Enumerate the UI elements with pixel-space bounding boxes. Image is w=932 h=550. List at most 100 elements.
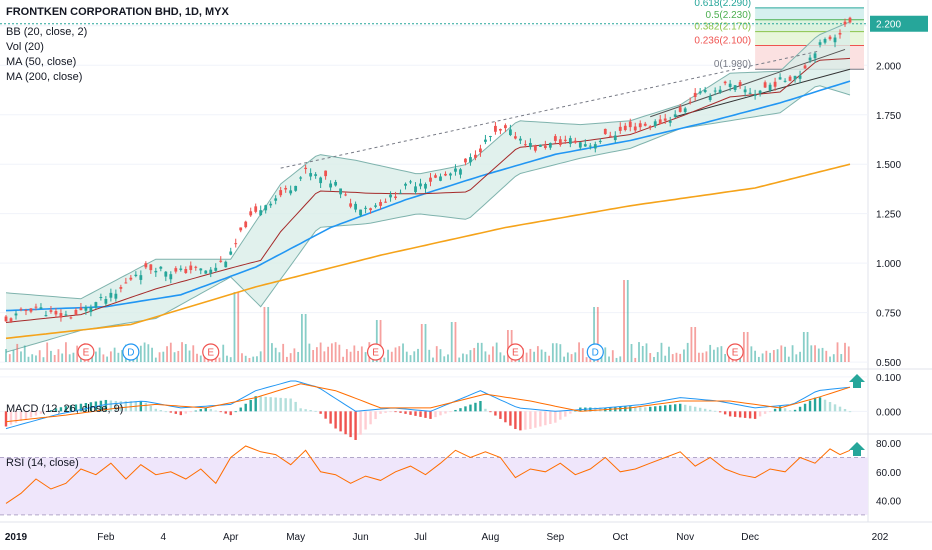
candle-body[interactable] xyxy=(114,293,118,299)
candle-body[interactable] xyxy=(673,114,677,117)
candle-body[interactable] xyxy=(798,75,802,79)
indicator-ma50-label[interactable]: MA (50, close) xyxy=(6,56,77,68)
candle-body[interactable] xyxy=(134,274,138,277)
candle-body[interactable] xyxy=(548,142,552,148)
earnings-marker[interactable] xyxy=(506,343,524,361)
candle-body[interactable] xyxy=(179,268,183,270)
candle-body[interactable] xyxy=(808,57,812,61)
candle-body[interactable] xyxy=(633,126,637,131)
candle-body[interactable] xyxy=(474,154,477,158)
candle-body[interactable] xyxy=(44,315,48,317)
candle-body[interactable] xyxy=(149,264,153,271)
candle-body[interactable] xyxy=(14,313,18,316)
candle-body[interactable] xyxy=(49,310,53,312)
candle-body[interactable] xyxy=(364,207,367,209)
candle-body[interactable] xyxy=(738,82,742,86)
candle-body[interactable] xyxy=(359,209,362,216)
candle-body[interactable] xyxy=(743,89,747,93)
candle-body[interactable] xyxy=(598,140,602,142)
candle-body[interactable] xyxy=(523,144,527,146)
candle-body[interactable] xyxy=(409,181,412,183)
candle-body[interactable] xyxy=(558,139,562,145)
candle-body[interactable] xyxy=(239,227,243,231)
candle-body[interactable] xyxy=(783,80,787,82)
candle-body[interactable] xyxy=(533,145,537,151)
candle-body[interactable] xyxy=(64,314,68,316)
candle-body[interactable] xyxy=(444,173,447,176)
rsi-up-arrow-icon[interactable] xyxy=(849,442,865,456)
candle-body[interactable] xyxy=(199,268,203,271)
rsi-pane-title[interactable]: RSI (14, close) xyxy=(6,457,79,469)
candle-body[interactable] xyxy=(254,206,258,212)
candle-body[interactable] xyxy=(728,83,732,88)
candle-body[interactable] xyxy=(713,90,717,92)
candle-body[interactable] xyxy=(578,142,582,148)
candle-body[interactable] xyxy=(194,266,198,268)
candle-body[interactable] xyxy=(259,210,263,216)
candle-body[interactable] xyxy=(309,173,313,177)
candle-body[interactable] xyxy=(653,121,657,127)
candle-body[interactable] xyxy=(319,177,323,184)
candle-body[interactable] xyxy=(708,96,712,101)
candle-body[interactable] xyxy=(289,190,293,194)
candle-body[interactable] xyxy=(29,308,33,312)
candle-body[interactable] xyxy=(394,196,397,199)
candle-body[interactable] xyxy=(439,176,442,181)
candle-body[interactable] xyxy=(144,263,148,268)
candle-body[interactable] xyxy=(164,271,168,277)
candle-body[interactable] xyxy=(778,77,782,80)
candle-body[interactable] xyxy=(608,135,612,137)
candle-body[interactable] xyxy=(424,183,427,189)
candle-body[interactable] xyxy=(419,183,422,187)
candle-body[interactable] xyxy=(54,311,58,315)
candle-body[interactable] xyxy=(688,101,692,103)
candle-body[interactable] xyxy=(593,144,597,149)
candle-body[interactable] xyxy=(299,177,303,179)
candle-body[interactable] xyxy=(528,142,532,148)
candle-body[interactable] xyxy=(618,126,622,131)
candle-body[interactable] xyxy=(9,318,13,322)
candle-body[interactable] xyxy=(459,169,462,175)
candle-body[interactable] xyxy=(109,292,113,298)
candle-body[interactable] xyxy=(833,37,837,43)
candle-body[interactable] xyxy=(229,251,233,255)
candle-body[interactable] xyxy=(304,167,308,170)
earnings-marker[interactable] xyxy=(202,343,220,361)
candle-body[interactable] xyxy=(74,309,78,315)
candle-body[interactable] xyxy=(274,198,278,201)
candle-body[interactable] xyxy=(603,128,607,135)
candle-body[interactable] xyxy=(538,144,542,147)
candle-body[interactable] xyxy=(613,135,617,141)
candle-body[interactable] xyxy=(314,174,318,176)
candle-body[interactable] xyxy=(329,183,333,188)
candle-body[interactable] xyxy=(354,203,357,210)
candle-body[interactable] xyxy=(84,306,88,311)
candle-body[interactable] xyxy=(623,125,627,131)
candle-body[interactable] xyxy=(79,307,83,311)
candle-body[interactable] xyxy=(718,89,722,93)
candle-body[interactable] xyxy=(843,21,847,25)
candle-body[interactable] xyxy=(494,125,497,132)
candle-body[interactable] xyxy=(788,76,792,81)
candle-body[interactable] xyxy=(294,185,298,191)
candle-body[interactable] xyxy=(758,90,762,94)
candle-body[interactable] xyxy=(34,306,38,308)
candle-body[interactable] xyxy=(279,190,283,196)
candle-body[interactable] xyxy=(464,158,467,163)
candle-body[interactable] xyxy=(683,108,687,113)
candle-body[interactable] xyxy=(793,75,797,80)
macd-pane-title[interactable]: MACD (12, 26, close, 9) xyxy=(6,403,124,415)
candle-body[interactable] xyxy=(214,267,218,271)
dividend-marker[interactable] xyxy=(586,343,604,361)
candle-body[interactable] xyxy=(249,211,253,216)
candle-body[interactable] xyxy=(828,36,832,40)
candle-body[interactable] xyxy=(733,85,737,90)
earnings-marker[interactable] xyxy=(366,343,385,361)
candle-body[interactable] xyxy=(4,316,8,322)
candle-body[interactable] xyxy=(174,268,178,272)
candle-body[interactable] xyxy=(119,287,123,289)
candle-body[interactable] xyxy=(374,205,377,207)
earnings-marker[interactable] xyxy=(77,343,95,361)
candle-body[interactable] xyxy=(19,308,23,310)
